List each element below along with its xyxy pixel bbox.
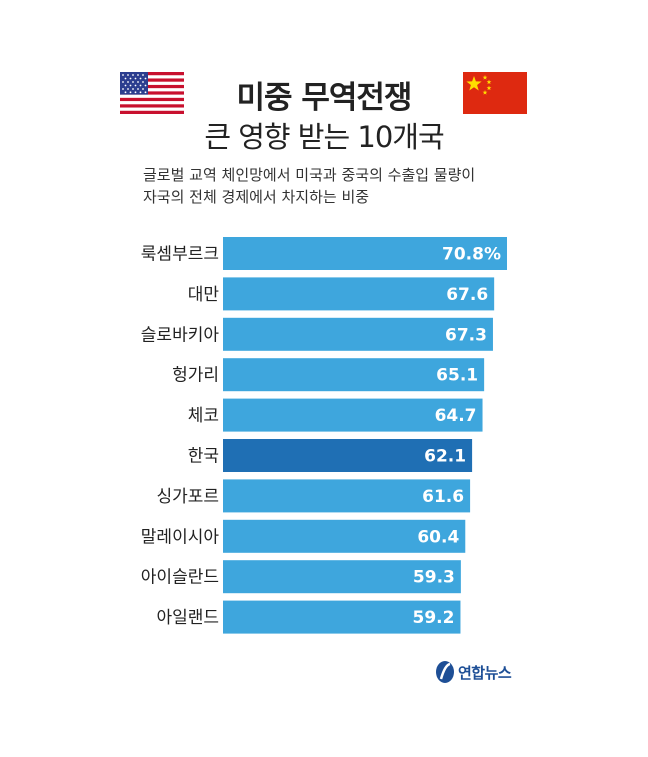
category-label-6: 싱가포르 xyxy=(156,487,219,507)
description-line-1: 글로벌 교역 체인망에서 미국과 중국의 수출입 물량이 xyxy=(143,166,476,184)
value-label-8: 59.3 xyxy=(413,568,455,588)
bar-3 xyxy=(223,358,485,392)
category-label-7: 말레이시아 xyxy=(141,527,220,547)
chart-description: 글로벌 교역 체인망에서 미국과 중국의 수출입 물량이 자국의 전체 경제에서… xyxy=(143,164,543,208)
bar-4 xyxy=(223,398,483,432)
category-label-9: 아일랜드 xyxy=(156,608,219,628)
bar-1 xyxy=(223,277,495,311)
description-line-2: 자국의 전체 경제에서 차지하는 비중 xyxy=(143,188,370,206)
china-flag-icon xyxy=(463,72,527,114)
chart-subtitle: 큰 영향 받는 10개국 xyxy=(204,120,444,154)
value-label-5: 62.1 xyxy=(424,447,466,467)
category-label-0: 룩셈부르크 xyxy=(141,245,219,265)
yonhap-news-logo: 연합뉴스 xyxy=(434,659,512,685)
value-label-2: 67.3 xyxy=(445,325,487,345)
category-label-8: 아이슬란드 xyxy=(141,568,219,588)
value-label-0: 70.8% xyxy=(442,245,501,265)
value-label-4: 64.7 xyxy=(435,406,477,426)
category-label-1: 대만 xyxy=(188,285,220,305)
yonhap-logo-icon xyxy=(436,661,454,683)
bar-6 xyxy=(223,479,471,513)
us-flag-icon xyxy=(120,72,184,114)
logo-text: 연합뉴스 xyxy=(458,663,512,682)
bar-7 xyxy=(223,519,466,553)
category-label-3: 헝가리 xyxy=(172,366,219,386)
chart-title: 미중 무역전쟁 xyxy=(236,80,413,116)
value-label-1: 67.6 xyxy=(446,285,488,305)
category-label-4: 체코 xyxy=(188,406,219,426)
value-label-7: 60.4 xyxy=(417,527,459,547)
bar-2 xyxy=(223,317,493,351)
bar-8 xyxy=(223,560,461,594)
bar-5 xyxy=(223,439,473,472)
value-label-9: 59.2 xyxy=(413,608,455,628)
category-label-5: 한국 xyxy=(188,447,219,467)
bar-0 xyxy=(223,237,507,270)
value-label-6: 61.6 xyxy=(422,487,464,507)
category-label-2: 슬로바키아 xyxy=(141,325,220,345)
value-label-3: 65.1 xyxy=(436,366,478,386)
bar-9 xyxy=(223,600,461,634)
